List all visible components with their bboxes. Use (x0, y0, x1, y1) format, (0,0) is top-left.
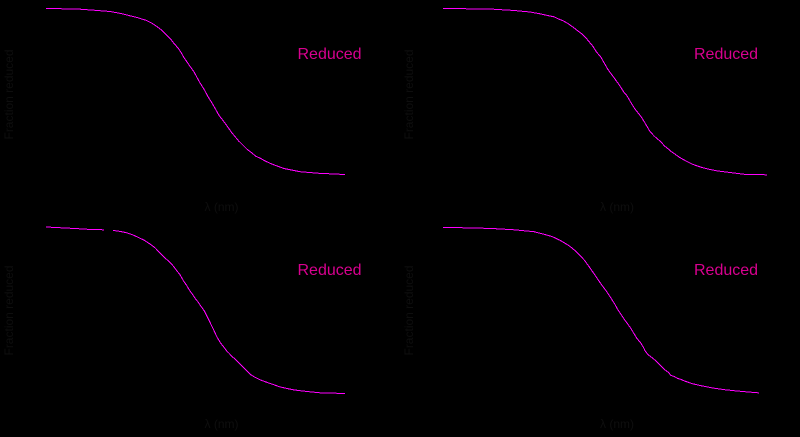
svg-text:Fraction reduced: Fraction reduced (402, 265, 416, 355)
svg-text:λ (nm): λ (nm) (600, 417, 634, 431)
svg-text:Fraction reduced: Fraction reduced (2, 49, 16, 139)
svg-text:λ (nm): λ (nm) (205, 200, 239, 214)
svg-text:Reduced: Reduced (694, 46, 758, 63)
svg-text:Reduced: Reduced (298, 262, 362, 279)
svg-text:λ (nm): λ (nm) (205, 417, 239, 431)
svg-text:Reduced: Reduced (694, 262, 758, 279)
svg-text:Fraction reduced: Fraction reduced (2, 265, 16, 355)
svg-text:Fraction reduced: Fraction reduced (402, 49, 416, 139)
svg-text:λ (nm): λ (nm) (600, 200, 634, 214)
svg-text:Reduced: Reduced (298, 46, 362, 63)
